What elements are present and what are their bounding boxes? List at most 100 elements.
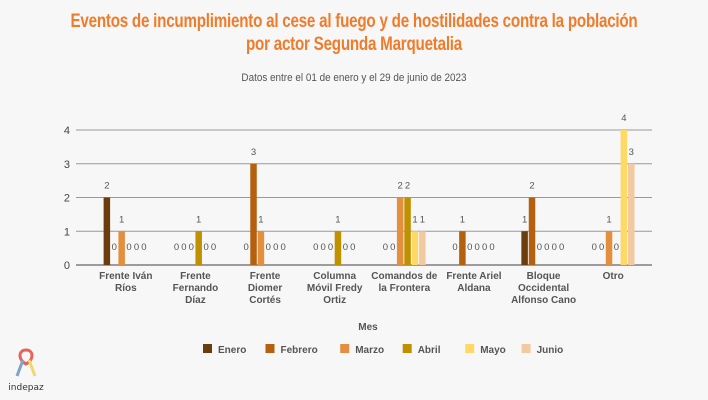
legend-swatch-febrero [265, 344, 275, 353]
bar-junio [627, 163, 635, 265]
data-label: 0 [599, 242, 604, 253]
data-label: 0 [537, 242, 542, 253]
x-tick-label: la Frontera [378, 283, 430, 294]
x-tick-label: Frente [180, 271, 211, 282]
data-label: 4 [621, 113, 626, 124]
data-label: 0 [592, 242, 597, 253]
data-label: 0 [482, 242, 487, 253]
data-label: 0 [614, 242, 619, 253]
data-label: 0 [243, 242, 248, 253]
data-label: 3 [629, 147, 634, 158]
legend-label-enero: Enero [218, 345, 246, 356]
bar-mayo [620, 130, 628, 265]
data-label: 0 [452, 242, 457, 253]
bar-marzo [605, 231, 613, 265]
data-label: 0 [552, 242, 557, 253]
data-label: 0 [544, 242, 549, 253]
data-label: 0 [383, 242, 388, 253]
x-tick-label: Frente Iván [99, 271, 152, 282]
x-tick-label: Comandos de [371, 271, 438, 282]
chart-title: Eventos de incumplimiento al cese al fue… [0, 10, 708, 56]
data-label: 0 [280, 242, 285, 253]
chart-subtitle: Datos entre el 01 de enero y el 29 de ju… [241, 72, 467, 84]
data-label: 0 [112, 242, 117, 253]
data-label: 0 [211, 242, 216, 253]
bar-marzo [257, 231, 265, 265]
x-tick-label: Columna [313, 271, 356, 282]
y-tick-label: 4 [64, 125, 70, 137]
data-label: 2 [529, 181, 534, 192]
legend-label-febrero: Febrero [281, 345, 318, 356]
bar-febrero [528, 197, 536, 265]
y-tick-label: 3 [64, 159, 70, 171]
data-label: 0 [328, 242, 333, 253]
data-label: 0 [343, 242, 348, 253]
y-tick-label: 2 [64, 193, 70, 205]
x-tick-label: Díaz [185, 295, 206, 306]
data-label: 0 [141, 242, 146, 253]
data-label: 2 [104, 181, 109, 192]
x-tick-label: Cortés [249, 295, 281, 306]
data-label: 1 [606, 214, 611, 225]
data-label: 0 [467, 242, 472, 253]
data-label: 0 [181, 242, 186, 253]
data-label: 0 [134, 242, 139, 253]
bar-febrero [459, 231, 466, 265]
bar-abril [404, 197, 411, 265]
y-tick-label: 0 [64, 260, 70, 272]
x-tick-label: Móvil Fredy [307, 283, 363, 294]
data-label: 0 [390, 242, 395, 253]
bar-marzo [396, 197, 404, 265]
chart-title-line-2: por actor Segunda Marquetalia [245, 34, 463, 55]
bar-enero [521, 231, 528, 265]
data-label: 1 [420, 214, 425, 225]
data-label: 1 [522, 214, 527, 225]
x-tick-label: Diomer [248, 283, 283, 294]
bar-marzo [118, 231, 125, 265]
data-label: 0 [189, 242, 194, 253]
data-label: 1 [258, 214, 263, 225]
data-label: 0 [350, 242, 355, 253]
x-tick-label: Aldana [457, 283, 491, 294]
y-tick-label: 1 [64, 226, 70, 238]
data-label: 1 [460, 214, 465, 225]
data-label: 0 [313, 242, 318, 253]
bar-junio [419, 231, 426, 265]
data-label: 0 [174, 242, 179, 253]
bar-abril [334, 231, 342, 265]
x-tick-label: Frente Ariel [446, 271, 501, 282]
legend-swatch-junio [521, 344, 531, 353]
data-label: 0 [203, 242, 208, 253]
bar-mayo [411, 231, 419, 265]
data-label: 2 [405, 181, 410, 192]
x-tick-label: Alfonso Cano [511, 295, 576, 306]
x-tick-label: Fernando [173, 283, 219, 294]
x-tick-label: Ortiz [323, 295, 346, 306]
legend-label-marzo: Marzo [355, 345, 384, 356]
data-label: 0 [320, 242, 325, 253]
indepaz-logo: indepaz [4, 348, 48, 393]
data-label: 3 [251, 147, 256, 158]
data-label: 1 [196, 214, 201, 225]
legend-swatch-enero [203, 344, 212, 353]
data-label: 2 [398, 181, 403, 192]
x-tick-label: Bloque [527, 271, 561, 282]
data-label: 0 [273, 242, 278, 253]
x-tick-label: Otro [603, 271, 624, 282]
bar-abril [195, 231, 202, 265]
data-label: 1 [335, 214, 340, 225]
x-axis-title: Mes [358, 322, 378, 333]
data-label: 0 [126, 242, 131, 253]
legend-swatch-marzo [340, 344, 350, 353]
data-label: 0 [266, 242, 271, 253]
data-label: 0 [559, 242, 564, 253]
x-tick-label: Frente [250, 271, 281, 282]
logo-text: indepaz [8, 383, 44, 393]
legend-label-abril: Abril [418, 345, 441, 356]
legend-label-mayo: Mayo [480, 345, 506, 356]
x-tick-label: Occidental [518, 283, 569, 294]
data-label: 0 [489, 242, 494, 253]
data-label: 1 [119, 214, 124, 225]
bar-enero [103, 197, 111, 265]
